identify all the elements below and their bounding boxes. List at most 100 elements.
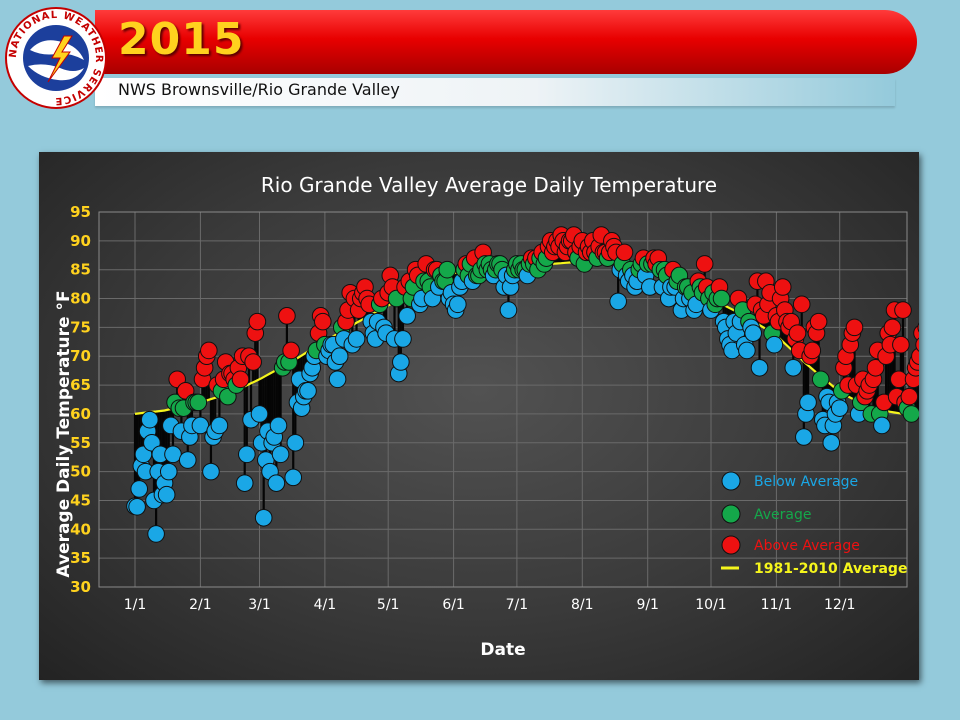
data-point-below <box>784 358 803 377</box>
x-tick-label: 1/1 <box>124 597 147 613</box>
data-point-above <box>866 358 885 377</box>
chart-title: Rio Grande Valley Average Daily Temperat… <box>261 173 717 197</box>
x-tick-label: 8/1 <box>571 597 594 613</box>
data-point-below <box>499 301 518 319</box>
data-point-below <box>140 410 159 429</box>
data-point-below <box>250 405 269 423</box>
data-point-below <box>267 474 286 492</box>
y-tick-label: 65 <box>70 376 91 394</box>
data-point-above <box>313 312 332 331</box>
data-point-below <box>238 445 256 464</box>
chart-legend: Below Average Average Above Average 1981… <box>721 471 907 577</box>
y-tick-label: 55 <box>70 434 91 452</box>
data-point-above <box>917 322 919 333</box>
data-point-above <box>695 255 714 273</box>
data-point-below <box>235 474 254 492</box>
data-point-above <box>244 353 262 371</box>
data-point-above <box>788 324 807 342</box>
y-tick-label: 60 <box>70 405 91 423</box>
x-tick-label: 3/1 <box>248 597 271 613</box>
data-point-above <box>803 341 822 360</box>
data-point-above <box>892 335 910 354</box>
data-point-below <box>328 370 347 389</box>
data-point-below <box>159 462 178 481</box>
data-point-above <box>282 341 300 360</box>
data-point-above <box>278 307 296 325</box>
x-tick-label: 9/1 <box>636 597 659 613</box>
data-point-above <box>900 387 919 406</box>
y-tick-label: 95 <box>70 203 91 221</box>
data-point-below <box>271 445 290 464</box>
data-point-below <box>822 433 841 452</box>
data-point-below <box>128 498 146 516</box>
data-point-below <box>191 416 210 435</box>
data-point-below <box>795 428 813 446</box>
legend-label-normal: 1981-2010 Average <box>754 561 907 577</box>
y-tick-label: 45 <box>70 491 91 509</box>
y-tick-label: 50 <box>70 463 91 481</box>
data-point-below <box>830 399 849 417</box>
data-point-above <box>883 318 902 337</box>
data-point-below <box>286 433 305 452</box>
data-point-below <box>284 468 303 487</box>
header-year: 2015 <box>118 14 245 65</box>
x-tick-label: 2/1 <box>189 597 212 613</box>
x-tick-label: 11/1 <box>761 597 792 613</box>
legend-marker-above <box>721 535 741 555</box>
data-point-above <box>911 347 919 365</box>
legend-marker-below <box>721 471 741 491</box>
y-tick-label: 30 <box>70 578 91 596</box>
x-tick-label: 5/1 <box>377 597 400 613</box>
temperature-chart: Rio Grande Valley Average Daily Temperat… <box>54 173 919 660</box>
data-point-below <box>744 324 762 342</box>
y-tick-label: 90 <box>70 232 91 250</box>
y-tick-label: 85 <box>70 261 91 279</box>
data-point-below <box>330 347 349 366</box>
data-point-average <box>811 370 830 389</box>
data-point-below <box>269 416 288 435</box>
data-point-above <box>792 295 811 314</box>
y-tick-label: 70 <box>70 347 91 365</box>
header-subbar <box>95 78 895 106</box>
data-point-above <box>894 301 912 319</box>
data-point-below <box>210 416 229 435</box>
y-tick-label: 40 <box>70 520 91 538</box>
legend-marker-average <box>721 504 741 524</box>
legend-label-below: Below Average <box>754 474 858 490</box>
data-point-below <box>394 330 412 348</box>
data-point-below <box>799 393 817 412</box>
data-point-below <box>254 508 273 527</box>
data-point-average <box>189 393 208 412</box>
chart-panel: Rio Grande Valley Average Daily Temperat… <box>39 152 919 680</box>
y-axis-label: Average Daily Temperature °F <box>54 290 74 577</box>
data-point-average <box>902 405 919 423</box>
y-tick-label: 80 <box>70 290 91 308</box>
data-point-below <box>765 335 784 354</box>
y-tick-label: 75 <box>70 318 91 336</box>
data-point-above <box>200 341 218 360</box>
data-point-above <box>773 278 792 296</box>
data-point-above <box>915 337 919 352</box>
x-axis-label: Date <box>480 640 525 660</box>
data-point-below <box>750 358 769 377</box>
data-point-below <box>202 462 220 481</box>
data-point-below <box>157 485 176 504</box>
data-point-below <box>299 382 317 400</box>
data-point-above <box>809 312 828 331</box>
data-point-below <box>738 341 756 360</box>
data-point-above <box>231 370 250 389</box>
y-axis-ticks: 30 35 40 45 50 55 60 65 70 75 80 85 90 95 <box>70 203 91 596</box>
y-tick-label: 35 <box>70 549 91 567</box>
data-point-above <box>615 243 634 262</box>
data-point-below <box>164 445 182 464</box>
daily-points <box>126 226 919 543</box>
data-point-average <box>712 289 731 308</box>
legend-label-average: Average <box>754 507 812 523</box>
data-point-below <box>873 416 891 435</box>
legend-label-above: Above Average <box>754 538 860 554</box>
data-point-below <box>609 292 627 311</box>
data-point-below <box>178 451 197 469</box>
data-point-below <box>147 525 165 543</box>
data-point-above <box>845 318 864 337</box>
x-tick-label: 4/1 <box>314 597 337 613</box>
